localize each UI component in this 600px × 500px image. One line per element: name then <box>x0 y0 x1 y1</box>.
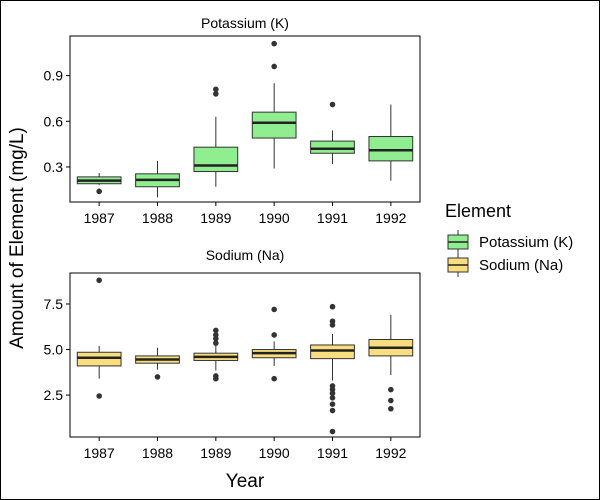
outlier-point <box>154 374 161 380</box>
box-1988 <box>135 347 180 380</box>
y-axis-title: Amount of Element (mg/L) <box>7 127 28 349</box>
outlier-point <box>388 405 394 412</box>
y-tick-label: 0.3 <box>44 159 64 175</box>
legend: Element Potassium (K) Sodium (Na) <box>445 201 573 277</box>
box-1987 <box>76 277 122 399</box>
outlier-point <box>388 386 394 393</box>
outlier-point <box>271 63 277 70</box>
legend-entries: Potassium (K) Sodium (Na) <box>447 230 573 277</box>
outlier-point <box>213 327 219 334</box>
x-tick-label: 1991 <box>317 445 348 461</box>
box-1992 <box>368 314 414 412</box>
outlier-point <box>213 340 219 346</box>
plot-frame <box>69 35 421 203</box>
box-iqr <box>76 351 122 367</box>
outlier-point <box>271 306 277 313</box>
x-tick-label: 1990 <box>259 445 290 461</box>
outlier-point <box>213 335 219 342</box>
panel-2: Sodium (Na) 2.5 5.0 7.5 1987 1988 1989 1990 1991… <box>44 247 421 461</box>
box-iqr <box>368 136 414 162</box>
x-tick-label: 1991 <box>317 210 348 226</box>
x-tick-label: 1992 <box>375 210 406 226</box>
panel-1: Potassium (K) 0.3 0.6 0.9 1987 1988 1989 1990 19… <box>44 15 421 226</box>
y-tick-label: 2.5 <box>44 387 64 403</box>
box-1991 <box>310 303 355 435</box>
outlier-point <box>96 277 102 284</box>
panel-title: Sodium (Na) <box>206 247 285 263</box>
box-iqr <box>193 146 239 173</box>
box-iqr <box>310 344 355 360</box>
outlier-point <box>329 101 336 108</box>
outlier-point <box>213 86 219 93</box>
x-tick-label: 1987 <box>84 445 115 461</box>
outlier-point <box>271 375 277 382</box>
box-1987 <box>76 173 122 195</box>
outlier-point <box>329 303 336 310</box>
outlier-point <box>388 397 394 404</box>
outlier-point <box>96 188 102 195</box>
x-tick-label: 1989 <box>200 445 231 461</box>
outlier-point <box>213 375 219 382</box>
outlier-point <box>271 40 277 47</box>
outlier-point <box>329 407 336 414</box>
box-1990 <box>251 40 297 169</box>
box-1990 <box>251 306 297 382</box>
legend-label: Potassium (K) <box>479 234 573 251</box>
panel-title: Potassium (K) <box>201 15 289 31</box>
y-tick-label: 0.6 <box>44 113 64 129</box>
x-tick-label: 1987 <box>84 210 115 226</box>
x-tick-label: 1989 <box>200 210 231 226</box>
outlier-point <box>329 395 336 401</box>
outlier-point <box>271 332 277 338</box>
legend-label: Sodium (Na) <box>479 257 563 274</box>
y-tick-label: 7.5 <box>44 296 64 312</box>
box-iqr <box>251 111 297 139</box>
box-iqr <box>310 140 355 154</box>
outlier-point <box>329 390 336 397</box>
outlier-point <box>213 91 219 97</box>
x-axis-title: Year <box>226 471 265 492</box>
legend-entry-2: Sodium (Na) <box>447 253 563 277</box>
plot-frame <box>69 272 421 438</box>
y-tick-label: 5.0 <box>44 342 64 358</box>
outlier-point <box>329 322 336 328</box>
panels: Potassium (K) 0.3 0.6 0.9 1987 1988 1989 1990 19… <box>44 15 421 461</box>
x-tick-label: 1988 <box>142 210 173 226</box>
box-1991 <box>310 101 355 164</box>
outlier-point <box>329 428 336 435</box>
x-tick-label: 1992 <box>375 445 406 461</box>
outlier-point <box>329 401 336 408</box>
x-tick-label: 1988 <box>142 445 173 461</box>
box-1988 <box>135 160 180 198</box>
legend-title: Element <box>445 201 511 221</box>
box-1992 <box>368 104 414 181</box>
y-tick-label: 0.9 <box>44 68 64 84</box>
legend-entry-1: Potassium (K) <box>447 230 573 254</box>
box-1989 <box>193 86 239 187</box>
outlier-point <box>96 393 102 399</box>
x-tick-label: 1990 <box>259 210 290 226</box>
box-1989 <box>193 327 239 382</box>
